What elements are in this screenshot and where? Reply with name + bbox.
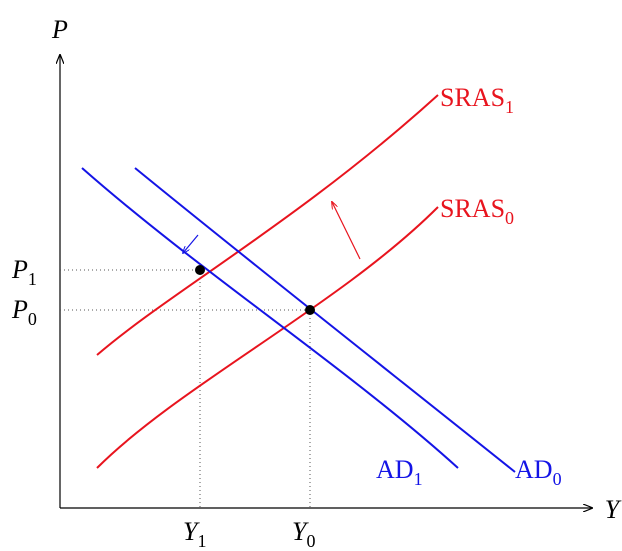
ad-shift-arrow [183, 234, 199, 253]
curve-label: AD1 [376, 455, 423, 489]
curve-label: AD0 [515, 455, 562, 489]
price-label: P0 [11, 295, 37, 329]
label-part: P [11, 255, 28, 284]
label-part: SRAS [440, 83, 505, 112]
curve-label: SRAS1 [440, 83, 514, 117]
label-part: 0 [553, 469, 562, 489]
label-part: AD [515, 455, 553, 484]
curve-label: SRAS0 [440, 194, 514, 228]
label-part: 1 [28, 269, 37, 289]
sras1-curve [96, 94, 439, 356]
sras0-curve [96, 206, 439, 469]
y-axis-label: P [51, 15, 68, 44]
label-part: Y [183, 517, 200, 546]
label-part: 1 [505, 97, 514, 117]
equilibrium-point [305, 305, 315, 315]
price-label: P1 [11, 255, 37, 289]
label-part: 1 [414, 469, 423, 489]
guides [60, 269, 311, 508]
label-part: Y [292, 517, 309, 546]
ad0-curve [134, 167, 516, 473]
sras-shift-arrow [332, 202, 361, 260]
output-label: Y1 [183, 517, 206, 551]
equilibrium-point [195, 265, 205, 275]
x-axis-label: Y [605, 495, 622, 524]
output-label: Y0 [292, 517, 315, 551]
label-part: SRAS [440, 194, 505, 223]
label-part: AD [376, 455, 414, 484]
label-part: 0 [306, 531, 315, 551]
label-part: 1 [197, 531, 206, 551]
label-part: 0 [505, 208, 514, 228]
label-part: 0 [28, 309, 37, 329]
label-part: P [11, 295, 28, 324]
ad1-curve [81, 167, 459, 469]
